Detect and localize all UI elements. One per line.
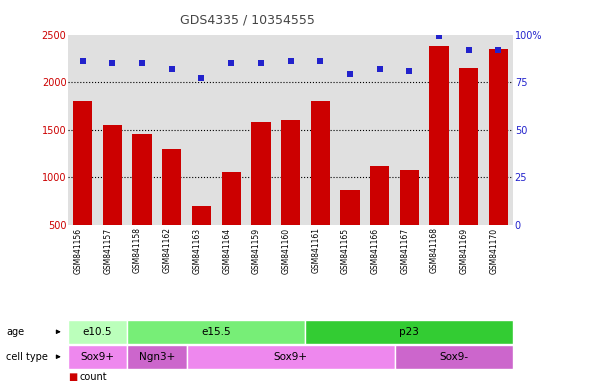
Point	[405, 68, 414, 74]
Text: GSM841163: GSM841163	[192, 227, 201, 273]
Bar	[127, 320, 306, 344]
Point	[107, 60, 117, 66]
Text: GDS4335 / 10354555: GDS4335 / 10354555	[181, 13, 315, 26]
Text: Sox9-: Sox9-	[440, 352, 468, 362]
Point	[78, 58, 87, 64]
Text: GSM841161: GSM841161	[312, 227, 320, 273]
Bar	[310, 101, 330, 272]
Text: GSM841168: GSM841168	[430, 227, 439, 273]
Point	[137, 60, 147, 66]
Point	[256, 60, 266, 66]
Text: e10.5: e10.5	[83, 327, 112, 337]
Point	[316, 58, 325, 64]
Bar	[459, 68, 478, 272]
Point	[464, 47, 473, 53]
Text: age: age	[6, 327, 24, 337]
Bar	[306, 320, 513, 344]
Text: GSM841167: GSM841167	[401, 227, 409, 273]
Text: GSM841156: GSM841156	[74, 227, 83, 273]
Point	[375, 66, 385, 72]
Text: GSM841166: GSM841166	[371, 227, 380, 273]
Bar	[186, 345, 395, 369]
Text: GSM841170: GSM841170	[490, 227, 499, 273]
Text: GSM841164: GSM841164	[222, 227, 231, 273]
Bar	[489, 49, 508, 272]
Text: GSM841160: GSM841160	[281, 227, 290, 273]
Text: e15.5: e15.5	[202, 327, 231, 337]
Bar	[162, 149, 182, 272]
Text: count: count	[80, 372, 107, 382]
Text: p23: p23	[399, 327, 419, 337]
Text: GSM841165: GSM841165	[341, 227, 350, 273]
Point	[196, 75, 206, 81]
Text: GSM841158: GSM841158	[133, 227, 142, 273]
Bar	[395, 345, 513, 369]
Text: cell type: cell type	[6, 352, 48, 362]
Bar	[251, 122, 271, 272]
Bar	[68, 320, 127, 344]
Text: Sox9+: Sox9+	[81, 352, 114, 362]
Bar	[399, 169, 419, 272]
Bar	[221, 172, 241, 272]
Bar	[103, 125, 122, 272]
Text: ■: ■	[68, 372, 77, 382]
Point	[494, 47, 503, 53]
Point	[167, 66, 176, 72]
Bar	[430, 46, 449, 272]
Text: GSM841162: GSM841162	[163, 227, 172, 273]
Bar	[370, 166, 389, 272]
Bar	[132, 134, 152, 272]
Text: GSM841159: GSM841159	[252, 227, 261, 273]
Point	[345, 71, 355, 78]
Bar	[340, 190, 360, 272]
Bar	[68, 345, 127, 369]
Bar	[127, 345, 186, 369]
Text: Ngn3+: Ngn3+	[139, 352, 175, 362]
Bar	[73, 101, 93, 272]
Point	[434, 33, 444, 40]
Bar	[281, 120, 300, 272]
Text: GSM841169: GSM841169	[460, 227, 468, 273]
Text: Sox9+: Sox9+	[274, 352, 307, 362]
Bar	[192, 206, 211, 272]
Point	[227, 60, 236, 66]
Point	[286, 58, 295, 64]
Text: GSM841157: GSM841157	[103, 227, 112, 273]
